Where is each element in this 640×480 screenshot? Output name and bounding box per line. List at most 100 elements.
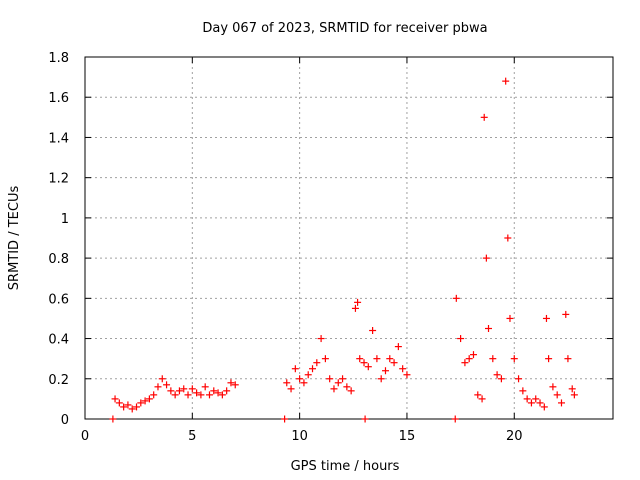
data-point	[540, 403, 548, 411]
data-point	[223, 387, 231, 395]
grid	[85, 57, 613, 419]
data-point	[493, 371, 501, 379]
x-tick-label: 10	[291, 429, 308, 444]
data-point	[465, 355, 473, 363]
data-point	[356, 355, 364, 363]
data-point	[145, 395, 153, 403]
data-point	[167, 387, 175, 395]
data-point	[360, 359, 368, 367]
data-point	[330, 385, 338, 393]
data-point	[381, 367, 389, 375]
data-point	[386, 355, 394, 363]
y-tick-label: 0.2	[48, 373, 69, 388]
data-point	[549, 383, 557, 391]
data-point	[361, 415, 369, 423]
data-point	[536, 399, 544, 407]
data-point	[197, 391, 205, 399]
data-points	[109, 77, 578, 423]
data-point	[564, 355, 572, 363]
data-point	[111, 395, 119, 403]
data-point	[281, 415, 289, 423]
data-point	[478, 395, 486, 403]
data-point	[137, 399, 145, 407]
data-point	[339, 375, 347, 383]
data-point	[532, 395, 540, 403]
data-point	[214, 389, 222, 397]
data-point	[163, 381, 171, 389]
data-point	[399, 365, 407, 373]
data-point	[515, 375, 523, 383]
x-tick-label: 0	[81, 429, 89, 444]
data-point	[291, 365, 299, 373]
data-point	[317, 335, 325, 343]
data-point	[180, 385, 188, 393]
x-tick-label: 15	[399, 429, 416, 444]
y-tick-label: 1.2	[48, 172, 69, 187]
data-point	[570, 391, 578, 399]
data-point	[354, 298, 362, 306]
data-point	[557, 399, 565, 407]
y-tick-label: 0	[61, 413, 69, 428]
data-point	[227, 379, 235, 387]
data-point	[334, 379, 342, 387]
y-tick-label: 1.4	[48, 131, 69, 146]
data-point	[158, 375, 166, 383]
data-point	[545, 355, 553, 363]
data-point	[403, 371, 411, 379]
y-tick-label: 0.6	[48, 292, 69, 307]
data-point	[343, 383, 351, 391]
data-point	[124, 401, 132, 409]
data-point	[283, 379, 291, 387]
data-point	[480, 113, 488, 121]
data-point	[218, 391, 226, 399]
data-point	[506, 314, 514, 322]
data-point	[287, 385, 295, 393]
data-point	[304, 371, 312, 379]
y-tick-label: 1.6	[48, 91, 69, 106]
plot-frame	[84, 56, 614, 420]
data-point	[313, 359, 321, 367]
data-point	[175, 387, 183, 395]
data-point	[519, 387, 527, 395]
data-point	[133, 403, 141, 411]
data-point	[150, 391, 158, 399]
data-point	[188, 385, 196, 393]
data-point	[394, 343, 402, 351]
data-point	[497, 375, 505, 383]
data-point	[504, 234, 512, 242]
data-point	[115, 399, 123, 407]
x-tick-label: 5	[188, 429, 196, 444]
data-point	[364, 363, 372, 371]
data-point	[201, 383, 209, 391]
data-point	[171, 391, 179, 399]
y-tick-label: 0.8	[48, 252, 69, 267]
data-point	[390, 359, 398, 367]
data-point	[210, 387, 218, 395]
data-point	[296, 375, 304, 383]
data-point	[523, 395, 531, 403]
data-point	[485, 325, 493, 332]
chart-title: Day 067 of 2023, SRMTID for receiver pbw…	[202, 21, 487, 36]
x-tick-label: 20	[506, 429, 523, 444]
data-point	[527, 399, 535, 407]
data-point	[205, 391, 213, 399]
data-point	[568, 385, 576, 393]
data-point	[351, 304, 359, 312]
data-point	[128, 405, 136, 413]
data-point	[489, 355, 497, 363]
data-point	[474, 391, 482, 399]
data-point	[457, 335, 465, 343]
data-point	[373, 355, 381, 363]
data-point	[469, 351, 477, 359]
data-point	[377, 375, 385, 383]
data-point	[154, 383, 162, 391]
data-point	[109, 415, 117, 423]
data-point	[326, 375, 334, 383]
data-point	[141, 397, 149, 405]
data-point	[451, 415, 459, 423]
data-point	[553, 391, 561, 399]
data-point	[309, 365, 317, 373]
data-point	[562, 310, 570, 318]
x-axis-label: GPS time / hours	[291, 459, 400, 474]
data-point	[184, 391, 192, 399]
